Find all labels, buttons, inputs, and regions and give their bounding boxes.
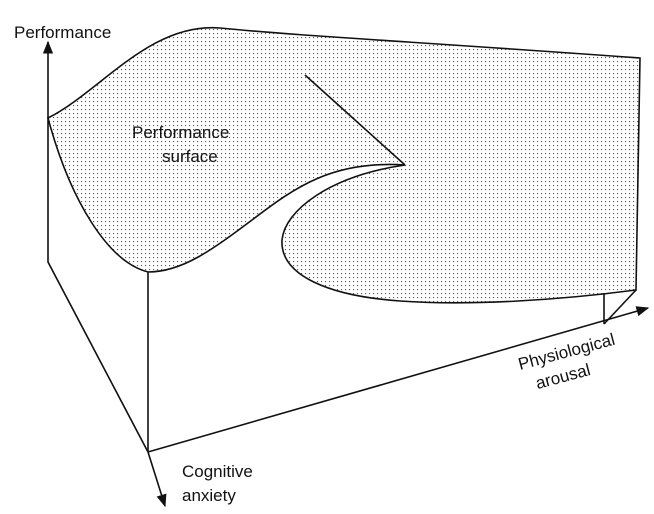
- performance-surface: [47, 26, 641, 304]
- anxiety-label: Cognitive: [182, 462, 253, 481]
- fold-line: [304, 74, 406, 166]
- box-left-edge: [47, 118, 149, 453]
- surface-label: surface: [162, 147, 218, 166]
- anxiety-label: anxiety: [182, 486, 236, 505]
- arousal-axis: [147, 306, 650, 453]
- surface-label: Performance: [132, 123, 229, 142]
- performance-axis-label: Performance: [14, 23, 111, 42]
- anxiety-axis: [147, 451, 167, 508]
